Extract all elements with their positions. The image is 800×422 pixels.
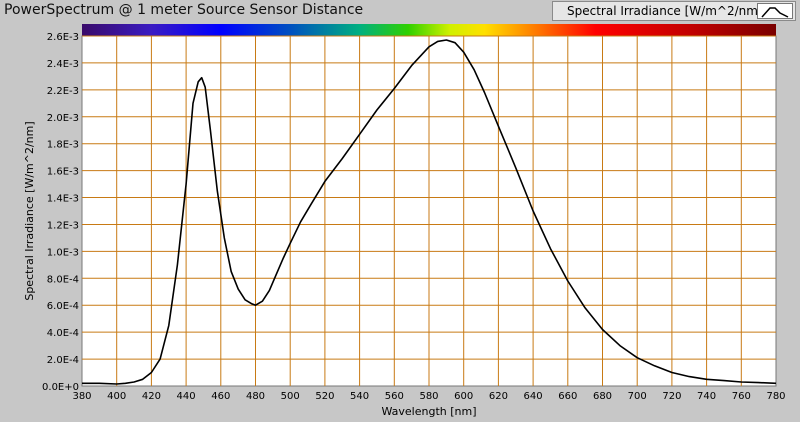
x-tick-label: 560 (385, 391, 404, 402)
x-tick-label: 780 (766, 391, 785, 402)
y-tick-label: 8.0E-4 (47, 274, 79, 285)
x-tick-label: 440 (177, 391, 196, 402)
y-tick-label: 2.6E-3 (47, 32, 79, 43)
x-tick-label: 400 (107, 391, 126, 402)
x-tick-label: 420 (142, 391, 161, 402)
x-tick-label: 480 (246, 391, 265, 402)
x-tick-label: 760 (732, 391, 751, 402)
x-tick-label: 740 (697, 391, 716, 402)
x-tick-label: 500 (281, 391, 300, 402)
y-tick-label: 2.0E-4 (47, 355, 79, 366)
tick-labels: 380 400 420 440 460 480 500 520 540 560 580 600 620 6… (42, 32, 786, 402)
grid-lines (82, 35, 776, 386)
x-tick-label: 460 (211, 391, 230, 402)
y-tick-label: 1.6E-3 (47, 167, 79, 178)
y-tick-label: 2.4E-3 (47, 59, 79, 70)
x-tick-label: 540 (350, 391, 369, 402)
series-lines (82, 39, 777, 385)
x-tick-label: 680 (593, 391, 612, 402)
spectrum-color-bar (82, 24, 776, 36)
y-axis-label: Spectral Irradiance [W/m^2/nm] (23, 121, 36, 300)
x-tick-label: 640 (524, 391, 543, 402)
y-tick-label: 2.2E-3 (47, 86, 79, 97)
y-tick-label: 4.0E-4 (47, 328, 79, 339)
y-tick-label: 0.0E+0 (42, 382, 79, 393)
x-tick-label: 700 (628, 391, 647, 402)
y-tick-label: 1.4E-3 (47, 194, 79, 205)
chart-title: PowerSpectrum @ 1 meter Source Sensor Di… (4, 2, 364, 18)
legend[interactable]: Spectral Irradiance [W/m^2/nm] (552, 1, 796, 21)
x-tick-label: 660 (558, 391, 577, 402)
y-tick-label: 1.8E-3 (47, 140, 79, 151)
x-tick-label: 380 (72, 391, 91, 402)
y-tick-label: 2.0E-3 (47, 113, 79, 124)
series-line (82, 39, 777, 385)
x-tick-label: 580 (419, 391, 438, 402)
y-tick-label: 1.0E-3 (47, 247, 79, 258)
legend-series-label: Spectral Irradiance [W/m^2/nm] (567, 4, 763, 18)
y-tick-label: 6.0E-4 (47, 301, 79, 312)
x-axis-label: Wavelength [nm] (381, 405, 476, 418)
y-tick-label: 1.2E-3 (47, 220, 79, 231)
x-tick-label: 520 (315, 391, 334, 402)
x-tick-label: 600 (454, 391, 473, 402)
x-tick-label: 620 (489, 391, 508, 402)
x-tick-label: 720 (662, 391, 681, 402)
line-plot-icon[interactable] (757, 3, 793, 19)
